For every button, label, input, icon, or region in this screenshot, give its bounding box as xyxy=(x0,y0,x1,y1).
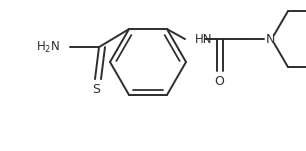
Text: HN: HN xyxy=(195,33,212,46)
Text: S: S xyxy=(92,83,100,96)
Text: O: O xyxy=(214,75,224,88)
Text: N: N xyxy=(265,33,275,46)
Text: H$_2$N: H$_2$N xyxy=(36,40,60,55)
